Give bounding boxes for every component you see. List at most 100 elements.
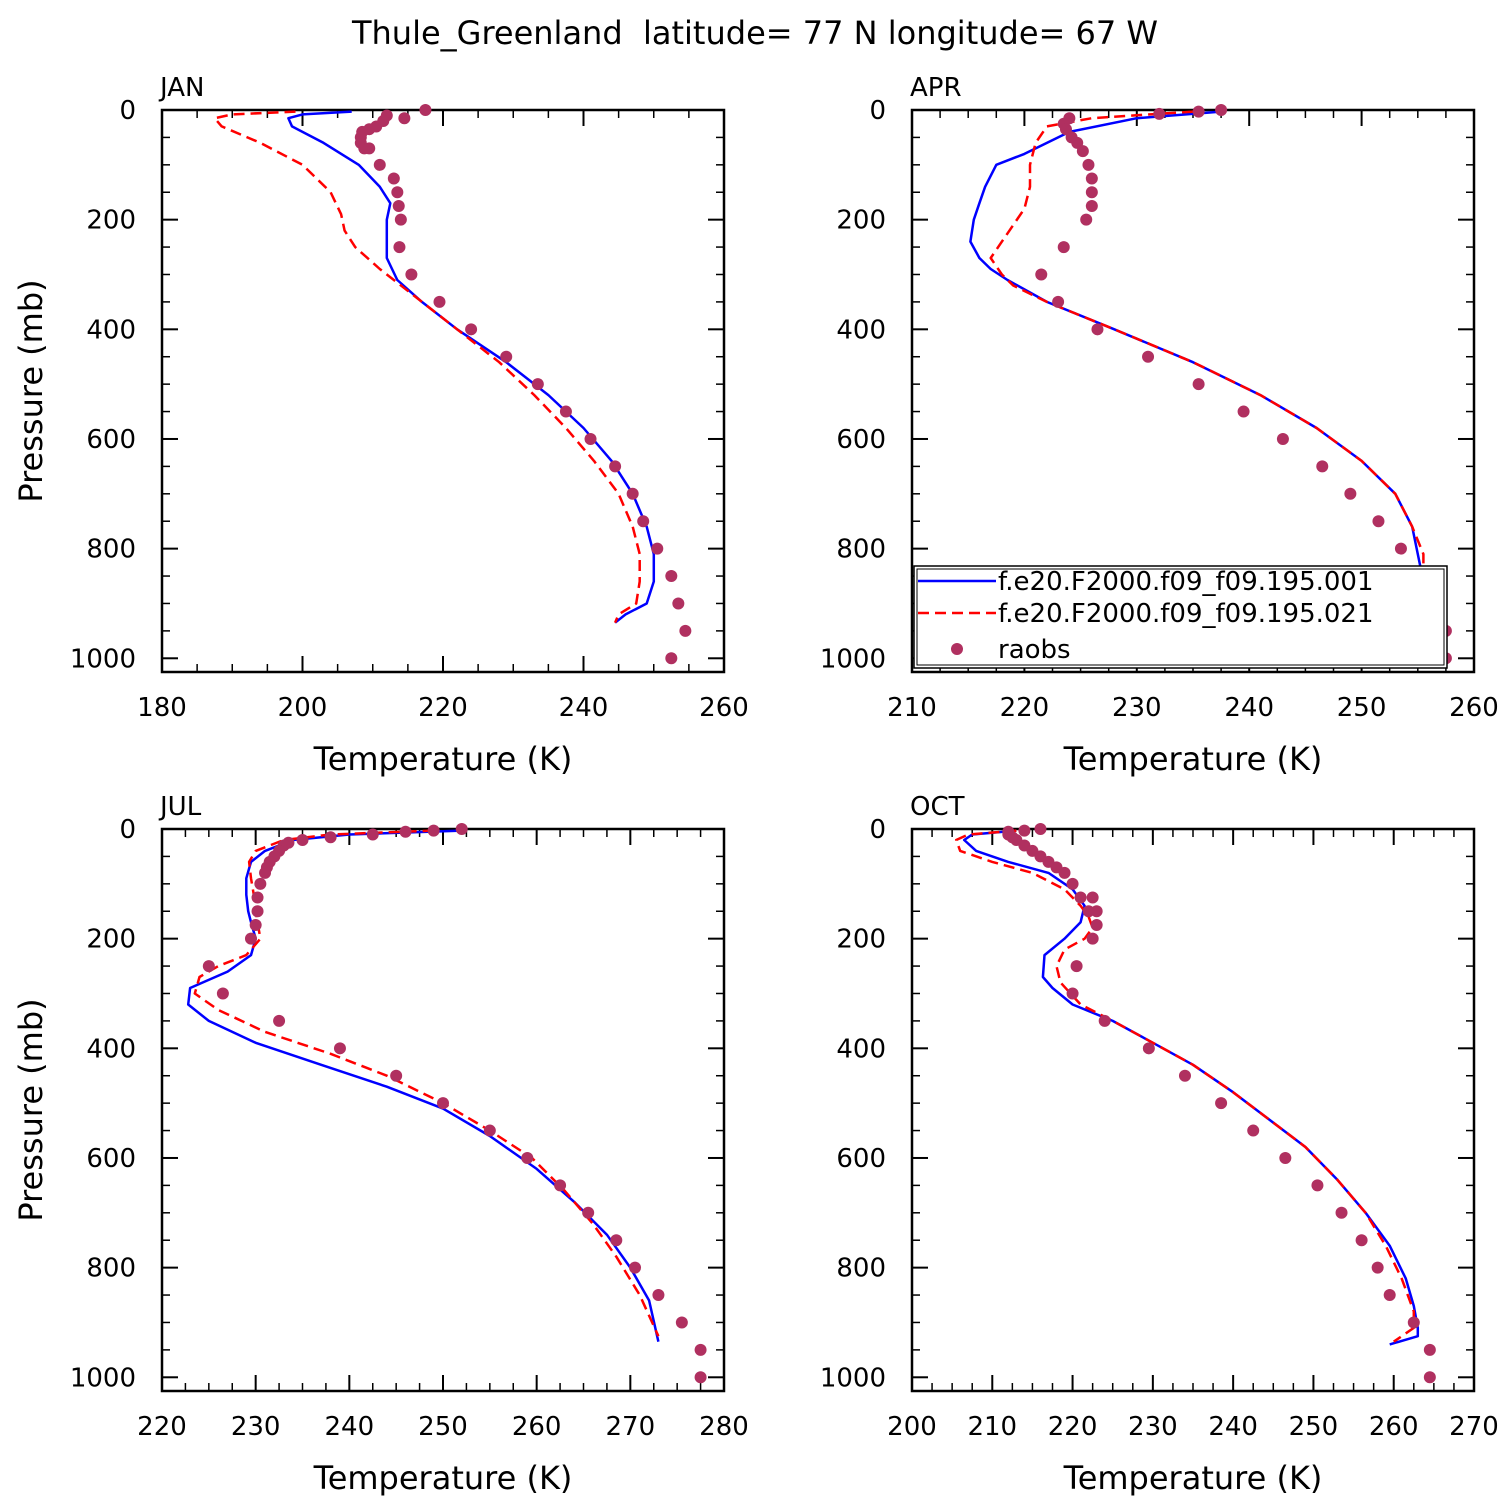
- raobs-point: [1082, 158, 1095, 171]
- raobs-point: [1192, 378, 1205, 391]
- raobs-point: [1035, 268, 1048, 281]
- y-tick-label: 200: [86, 206, 136, 236]
- series-line-001: [962, 829, 1420, 1346]
- x-tick-label: 240: [325, 1412, 375, 1442]
- x-axis-label: Temperature (K): [1063, 1459, 1323, 1497]
- raobs-point: [202, 960, 215, 973]
- raobs-point: [1085, 172, 1098, 185]
- raobs-point: [1215, 104, 1228, 116]
- x-tick-label: 220: [1048, 1412, 1098, 1442]
- x-tick-label: 230: [1128, 1412, 1178, 1442]
- raobs-point: [531, 378, 544, 391]
- raobs-point: [1394, 542, 1407, 555]
- y-tick-label: 1000: [70, 644, 136, 674]
- raobs-point: [1383, 1289, 1396, 1302]
- panel-jan: 180 200 220 240 260 0 200 400 600 800 1000 JAN Tempe…: [12, 73, 749, 778]
- x-tick-label: 220: [1000, 693, 1050, 723]
- raobs-point: [296, 833, 309, 846]
- raobs-point: [652, 1289, 665, 1302]
- y-tick-label: 0: [119, 96, 136, 126]
- x-tick-label: 240: [559, 693, 609, 723]
- y-tick-label: 600: [86, 425, 136, 455]
- raobs-point: [1372, 515, 1385, 528]
- raobs-point: [1423, 1343, 1436, 1356]
- raobs-point: [1311, 1179, 1324, 1192]
- raobs-point: [259, 866, 272, 879]
- y-axis-label: Pressure (mb): [12, 998, 50, 1221]
- raobs-point: [559, 405, 572, 418]
- raobs-point: [637, 515, 650, 528]
- raobs-point: [216, 987, 229, 1000]
- y-tick-label: 800: [836, 535, 886, 565]
- y-tick-label: 600: [86, 1144, 136, 1174]
- y-tick-label: 800: [836, 1254, 886, 1284]
- legend-inner-box: [916, 568, 1445, 666]
- x-tick-label: 270: [1449, 1412, 1499, 1442]
- y-tick-label: 400: [836, 1034, 886, 1064]
- y-tick-label: 400: [86, 1034, 136, 1064]
- y-tick-label: 0: [869, 815, 886, 845]
- raobs-point: [1153, 107, 1166, 120]
- y-tick-label: 0: [869, 96, 886, 126]
- raobs-points: [1035, 104, 1452, 665]
- raobs-point: [387, 172, 400, 185]
- series-line-021: [989, 110, 1425, 576]
- x-tick-label: 260: [699, 693, 749, 723]
- raobs-point: [1090, 905, 1103, 918]
- raobs-point: [1034, 823, 1047, 835]
- raobs-point: [665, 652, 678, 665]
- series-line-021: [954, 829, 1416, 1343]
- raobs-point: [679, 624, 692, 637]
- raobs-point: [373, 158, 386, 171]
- raobs-point: [465, 323, 478, 336]
- raobs-point: [483, 1124, 496, 1137]
- raobs-point: [610, 1234, 623, 1247]
- x-tick-label: 280: [699, 1412, 749, 1442]
- series-line-001: [969, 110, 1425, 622]
- x-tick-label: 260: [1449, 693, 1499, 723]
- legend-marker-dot: [951, 643, 963, 655]
- panel-apr: 210 220 230 240 250 260 0 200 400 600 800 1000 APR Te…: [820, 73, 1499, 778]
- raobs-point: [251, 891, 264, 904]
- x-tick-label: 210: [967, 1412, 1017, 1442]
- panel-oct: 200 210 220 230 240 250 260 270 0 200 400 600 800 100…: [820, 792, 1499, 1497]
- raobs-point: [1316, 460, 1329, 473]
- panel-title: OCT: [910, 792, 965, 822]
- raobs-point: [629, 1261, 642, 1274]
- panel-title: JUL: [158, 792, 202, 822]
- raobs-point: [363, 142, 376, 155]
- raobs-points: [354, 104, 692, 665]
- x-tick-label: 240: [1224, 693, 1274, 723]
- raobs-points: [202, 823, 707, 1384]
- raobs-point: [1076, 145, 1089, 158]
- y-tick-label: 200: [86, 925, 136, 955]
- raobs-point: [1344, 487, 1357, 500]
- legend-label: f.e20.F2000.f09_f09.195.021: [998, 599, 1374, 629]
- raobs-point: [675, 1316, 688, 1329]
- x-tick-label: 230: [1112, 693, 1162, 723]
- panel-jul: 220 230 240 250 260 270 280 0 200 400 600 800 1000 JU…: [12, 792, 749, 1497]
- x-tick-label: 230: [231, 1412, 281, 1442]
- raobs-point: [694, 1343, 707, 1356]
- raobs-point: [398, 112, 411, 125]
- raobs-points: [1002, 823, 1436, 1384]
- raobs-point: [324, 831, 337, 844]
- x-tick-label: 180: [137, 693, 187, 723]
- y-tick-label: 0: [119, 815, 136, 845]
- x-tick-label: 240: [1208, 1412, 1258, 1442]
- raobs-point: [582, 1206, 595, 1219]
- raobs-point: [419, 104, 432, 116]
- legend-box: [913, 565, 1448, 669]
- x-tick-label: 210: [887, 693, 937, 723]
- raobs-point: [1407, 1316, 1420, 1329]
- raobs-point: [1247, 1124, 1260, 1137]
- raobs-point: [437, 1097, 449, 1110]
- raobs-point: [1142, 1042, 1155, 1055]
- panels: 180 200 220 240 260 0 200 400 600 800 1000 JAN Tempe…: [12, 73, 1499, 1497]
- raobs-point: [1058, 866, 1071, 879]
- x-tick-label: 270: [606, 1412, 656, 1442]
- raobs-point: [1178, 1069, 1191, 1082]
- raobs-point: [1335, 1206, 1348, 1219]
- raobs-point: [249, 918, 262, 931]
